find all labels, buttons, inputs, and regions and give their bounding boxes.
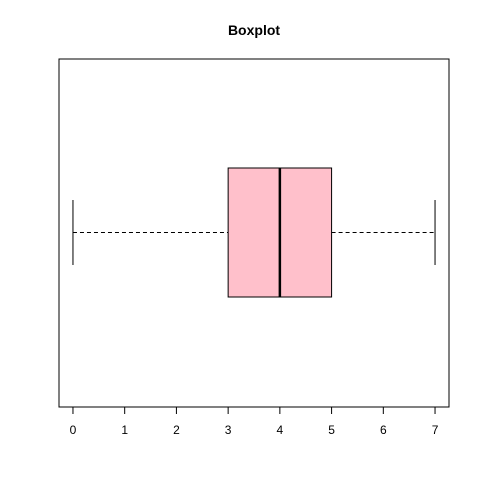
x-tick-label: 1: [121, 423, 128, 437]
chart-title: Boxplot: [228, 22, 280, 38]
x-tick-label: 7: [432, 423, 439, 437]
x-tick-label: 6: [380, 423, 387, 437]
x-tick-label: 3: [225, 423, 232, 437]
x-tick-label: 4: [277, 423, 284, 437]
box-group: [72, 167, 436, 298]
x-axis: 0 1 2 3 4 5 6 7: [70, 407, 439, 437]
x-tick-label: 0: [70, 423, 77, 437]
x-tick-label: 2: [173, 423, 180, 437]
x-tick-label: 5: [328, 423, 335, 437]
